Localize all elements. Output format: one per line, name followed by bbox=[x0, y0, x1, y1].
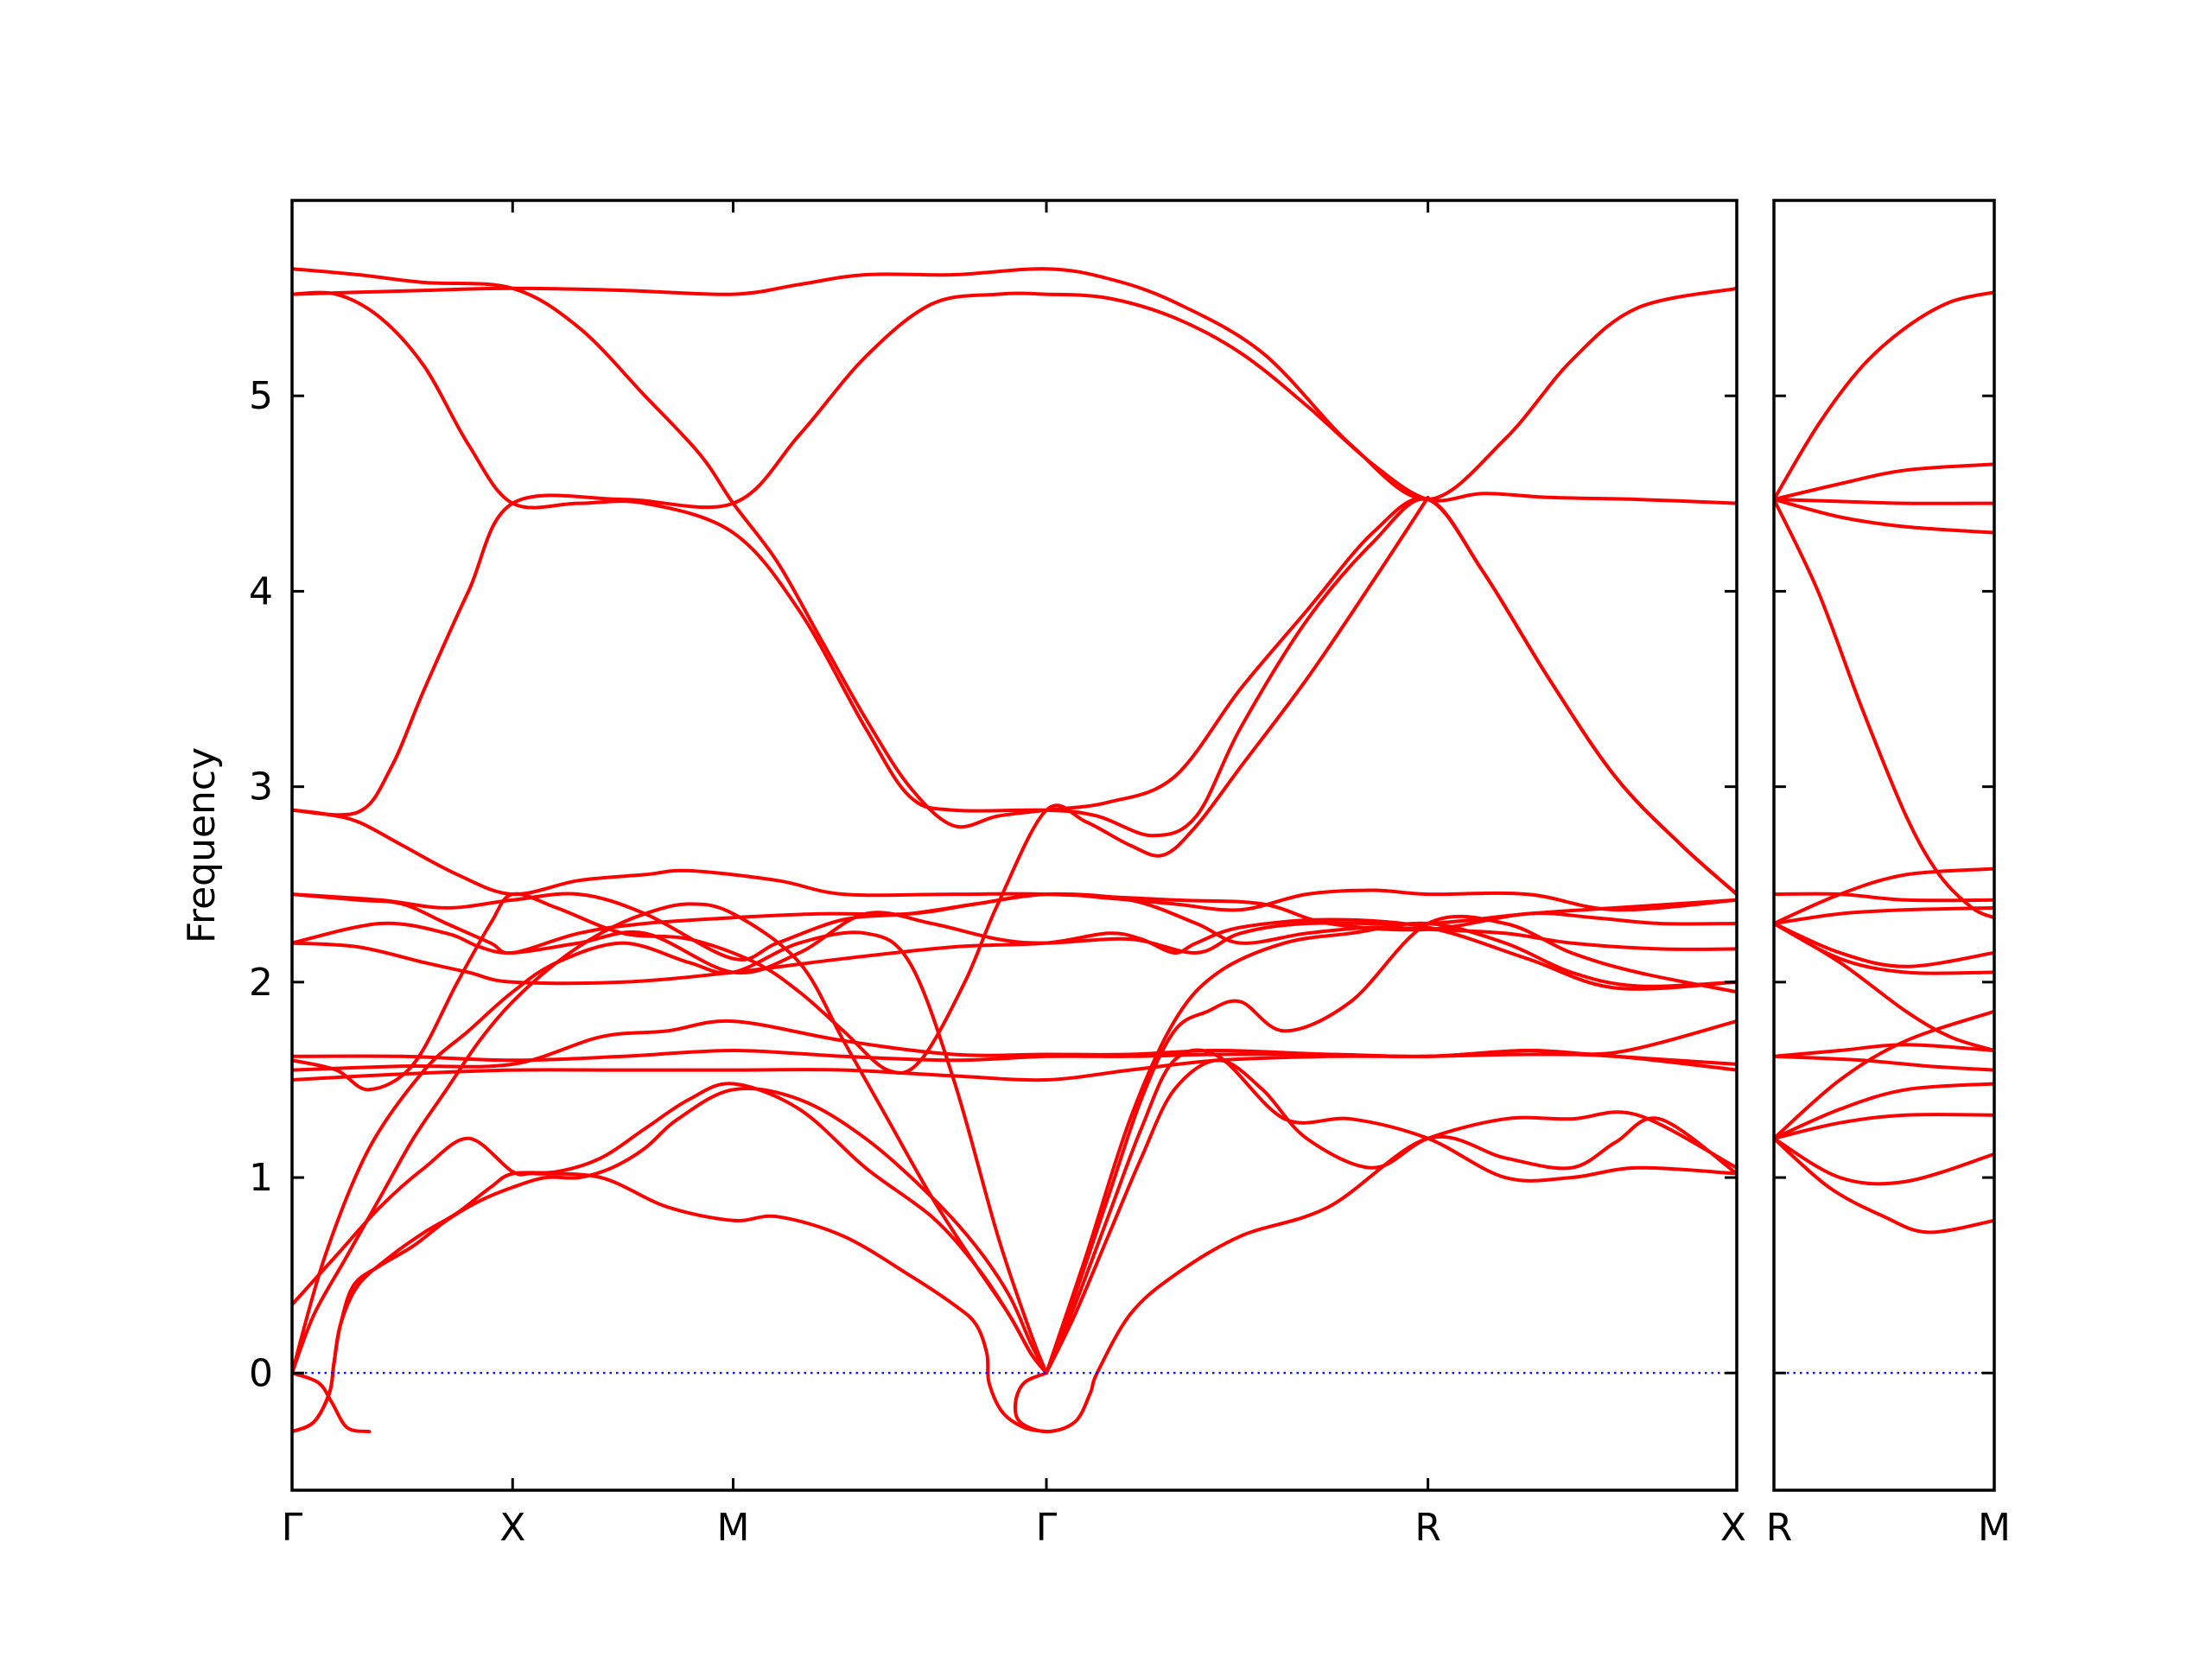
ytick-label: 1 bbox=[249, 1156, 273, 1200]
main-band-17 bbox=[292, 267, 1737, 897]
right-xtick-label: R bbox=[1766, 1506, 1793, 1550]
right-band-7 bbox=[1774, 866, 1994, 925]
right-band-9 bbox=[1774, 922, 1994, 968]
right-band-1 bbox=[1774, 290, 1994, 502]
main-bands bbox=[292, 267, 1737, 1434]
right-bands bbox=[1774, 290, 1994, 1235]
main-band-20 bbox=[1013, 1116, 1737, 1434]
main-band-15 bbox=[292, 291, 1737, 817]
right-frame bbox=[1772, 199, 1996, 1492]
main-band-8 bbox=[292, 930, 1048, 1375]
right-xtick-label: M bbox=[1978, 1506, 2011, 1550]
main-band-18 bbox=[292, 290, 1737, 897]
main-band-22 bbox=[1045, 1048, 1737, 1375]
right-band-13 bbox=[1774, 1054, 1994, 1072]
y-axis-label: Frequency bbox=[180, 747, 224, 943]
ytick-label: 5 bbox=[249, 374, 273, 418]
main-band-2 bbox=[292, 1082, 1048, 1434]
main-band-12 bbox=[292, 888, 1737, 955]
right-band-4 bbox=[1774, 498, 1994, 535]
right-band-2 bbox=[1774, 462, 1994, 502]
right-band-12 bbox=[1774, 1043, 1994, 1058]
main-band-4 bbox=[292, 1136, 1048, 1434]
right-band-8 bbox=[1774, 905, 1994, 925]
main-xtick-label: R bbox=[1414, 1506, 1441, 1550]
main-band-3 bbox=[292, 902, 1048, 1375]
main-band-23 bbox=[1045, 914, 1737, 1375]
main-band-6 bbox=[292, 1049, 1737, 1066]
main-xtick-label: X bbox=[1720, 1506, 1746, 1550]
right-band-18 bbox=[1774, 1136, 1994, 1235]
main-frame bbox=[290, 199, 1738, 1492]
right-band-17 bbox=[1774, 1136, 1994, 1186]
main-xtick-label: M bbox=[717, 1506, 750, 1550]
main-band-5 bbox=[292, 1052, 1737, 1082]
main-band-7 bbox=[292, 1019, 1737, 1072]
right-band-11 bbox=[1774, 922, 1994, 1052]
main-band-16 bbox=[292, 267, 1737, 502]
main-band-19 bbox=[292, 1371, 372, 1434]
main-xtick-label: X bbox=[499, 1506, 525, 1550]
main-band-24 bbox=[1045, 921, 1737, 1375]
right-band-16 bbox=[1774, 1113, 1994, 1140]
right-band-5 bbox=[1774, 498, 1994, 920]
main-band-1 bbox=[292, 1087, 1048, 1434]
ytick-label: 4 bbox=[249, 569, 273, 613]
ytick-label: 0 bbox=[249, 1351, 273, 1395]
ytick-label: 3 bbox=[249, 765, 273, 809]
right-band-15 bbox=[1774, 1082, 1994, 1140]
right-band-3 bbox=[1774, 498, 1994, 505]
main-xtick-label: Γ bbox=[1036, 1506, 1058, 1550]
ytick-label: 2 bbox=[249, 961, 273, 1005]
main-xtick-label: Γ bbox=[282, 1506, 303, 1550]
right-band-14 bbox=[1774, 1009, 1994, 1140]
main-band-14 bbox=[292, 495, 1430, 1092]
right-band-6 bbox=[1774, 892, 1994, 903]
